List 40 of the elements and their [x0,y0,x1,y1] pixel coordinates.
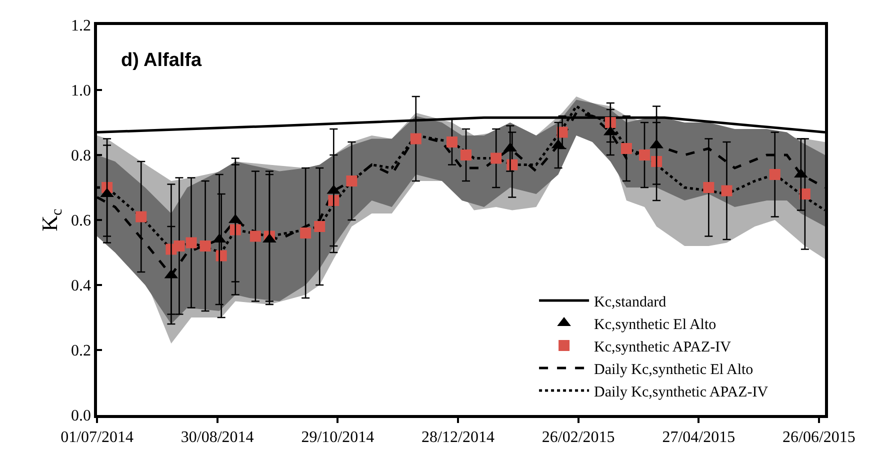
point [703,182,714,193]
point [186,237,197,248]
legend-label: Kc,synthetic APAZ-IV [594,339,732,356]
point [769,169,780,180]
point [639,150,650,160]
x-tick-label: 30/08/2014 [180,428,254,446]
point [460,150,472,160]
y-tick-label: 0.2 [71,342,92,360]
point [620,143,632,154]
x-tick-label: 26/02/2015 [542,428,615,446]
y-tick-label: 0.0 [71,408,92,425]
legend-label: Daily Kc,synthetic El Alto [594,362,754,378]
point [250,230,261,242]
point [410,133,422,144]
legend-label: Kc,synthetic El Alto [594,316,716,333]
y-tick-label: 1.2 [71,18,92,35]
point [300,228,312,238]
point [174,240,185,252]
x-tick-label: 27/04/2015 [662,428,736,446]
point [346,176,358,186]
x-tick-label: 28/12/2014 [422,428,494,446]
point [651,156,662,167]
y-tick-label: 0.6 [71,212,92,230]
point [604,117,616,128]
x-tick-label: 01/07/2014 [60,428,134,446]
point [446,136,458,148]
x-tick-label: 29/10/2014 [301,428,374,446]
y-tick-label: 0.4 [71,278,92,295]
point [799,188,810,200]
x-tick-label: 26/06/2015 [782,428,856,446]
y-tick-label: 1.0 [71,82,92,100]
point [490,152,502,164]
point [314,221,326,232]
text: d) Alfalfa [121,50,202,71]
point [721,185,732,196]
point [200,240,211,252]
point [136,211,147,222]
y-tick-label: 0.8 [71,148,92,165]
legend-label: Daily Kc,synthetic APAZ-IV [594,384,768,400]
legend-label: Kc,standard [594,294,667,310]
